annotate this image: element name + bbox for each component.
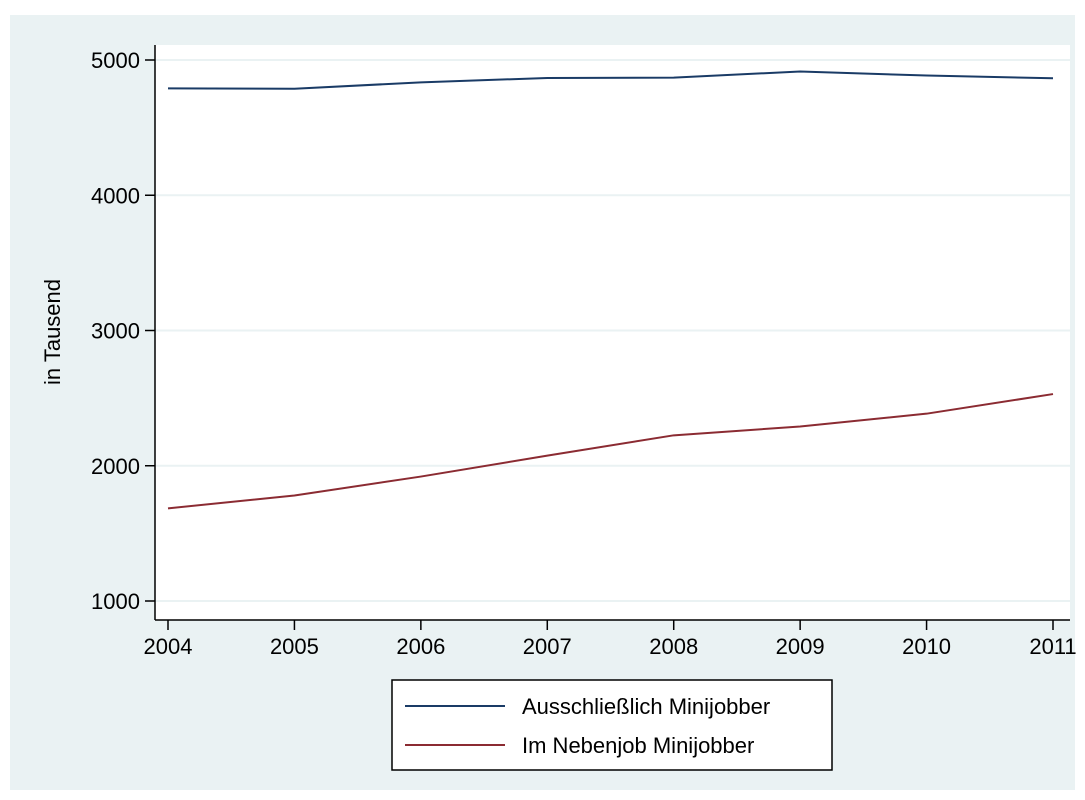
legend: Ausschließlich Minijobber Im Nebenjob Mi…: [391, 679, 833, 771]
x-tick-label: 2008: [649, 634, 698, 659]
series-line-1: [167, 70, 1054, 90]
series-line-2: [167, 393, 1054, 510]
legend-label-series-2: Im Nebenjob Minijobber: [522, 733, 754, 758]
x-tick-label: 2004: [144, 634, 193, 659]
plot-area: [155, 45, 1070, 620]
y-tick-label: 5000: [91, 48, 140, 73]
y-tick-label: 4000: [91, 183, 140, 208]
x-axis-ticks: 2004 2005 2006 2007 2008 2009 2010 2011: [144, 620, 1077, 659]
y-tick-label: 1000: [91, 589, 140, 614]
y-axis-ticks: 1000 2000 3000 4000 5000: [91, 48, 155, 614]
gridlines: [155, 59, 1070, 602]
x-tick-label: 2011: [1029, 634, 1076, 659]
x-tick-label: 2010: [902, 634, 951, 659]
y-axis-title: in Tausend: [40, 279, 65, 385]
y-tick-label: 2000: [91, 454, 140, 479]
x-tick-label: 2006: [396, 634, 445, 659]
legend-label-series-1: Ausschließlich Minijobber: [522, 694, 770, 719]
series-lines: [167, 70, 1054, 510]
y-tick-label: 3000: [91, 319, 140, 344]
x-tick-label: 2009: [776, 634, 825, 659]
x-tick-label: 2005: [270, 634, 319, 659]
x-tick-label: 2007: [523, 634, 572, 659]
axes: [154, 45, 1070, 621]
legend-box: [391, 679, 833, 771]
